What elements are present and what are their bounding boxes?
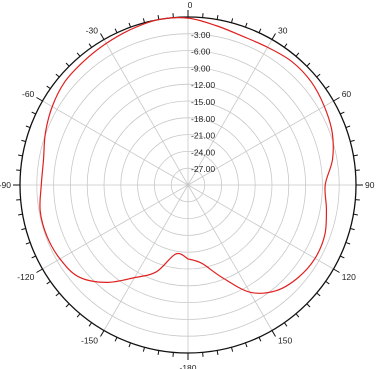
ring-label-0: -3.00: [191, 30, 211, 40]
ring-label-8: -27.00: [191, 164, 215, 174]
angle-tick-310: [55, 73, 60, 78]
angle-label-6: -180: [179, 363, 196, 369]
angle-tick-280: [18, 154, 23, 157]
angle-label-9: -90: [0, 180, 11, 190]
angle-tick-245: [31, 255, 36, 259]
angle-tick-145: [283, 322, 288, 327]
series-layer: [39, 17, 334, 294]
angle-tick-215: [88, 322, 93, 327]
angle-label-5: 150: [278, 336, 292, 346]
ring-label-4: -15.00: [191, 97, 215, 107]
angle-tick-55: [325, 85, 330, 90]
angle-tick-20: [244, 22, 248, 28]
angle-tick-80: [353, 154, 358, 157]
angle-tick-150: [271, 330, 276, 337]
angle-tick-200: [128, 342, 132, 348]
angle-tick-340: [128, 22, 132, 28]
angle-tick-220: [76, 313, 81, 318]
angle-tick-240: [36, 268, 43, 273]
angle-label-0: 0: [188, 0, 193, 10]
angle-tick-60: [333, 97, 340, 102]
angle-tick-140: [295, 313, 300, 318]
angle-label-10: -60: [22, 89, 35, 99]
angle-tick-160: [244, 342, 248, 348]
grid-spokes: [20, 17, 356, 353]
angle-tick-10: [216, 15, 219, 20]
ring-label-1: -6.00: [191, 47, 211, 57]
series-line-0: [39, 17, 334, 294]
angle-label-8: -120: [17, 272, 34, 282]
angle-tick-120: [333, 268, 340, 273]
angle-label-11: -30: [86, 25, 99, 35]
angle-tick-125: [325, 280, 330, 285]
angle-tick-50: [316, 73, 321, 78]
angle-tick-330: [100, 33, 105, 40]
angle-tick-70: [345, 125, 351, 129]
angle-tick-350: [157, 15, 160, 20]
angle-tick-195: [142, 347, 146, 352]
angle-tick-320: [76, 52, 81, 57]
angle-tick-30: [271, 33, 276, 40]
angle-tick-165: [230, 347, 234, 352]
ring-label-2: -9.00: [191, 63, 211, 73]
angle-tick-225: [65, 303, 70, 308]
angle-label-2: 60: [342, 89, 352, 99]
grid-spoke-120: [187, 184, 334, 270]
ring-label-7: -24.00: [191, 147, 215, 157]
grid-spoke-240: [42, 184, 189, 270]
angle-tick-235: [46, 280, 51, 285]
angle-tick-110: [345, 241, 351, 245]
angle-tick-285: [21, 139, 26, 143]
angle-label-4: 120: [342, 272, 356, 282]
angle-tick-305: [46, 85, 51, 90]
grid-spoke-30: [187, 39, 273, 186]
angle-tick-155: [258, 337, 262, 342]
angle-tick-100: [353, 213, 358, 216]
angle-tick-25: [258, 28, 262, 33]
angle-tick-255: [21, 227, 26, 231]
ring-labels: -3.00 -6.00 -9.00 -12.00 -15.00 -18.00 -21.00 -…: [191, 30, 215, 174]
angle-tick-135: [306, 303, 311, 308]
angle-tick-345: [142, 18, 146, 23]
angle-tick-260: [18, 213, 23, 216]
grid-spoke-150: [187, 184, 273, 331]
angle-tick-250: [25, 241, 31, 245]
angle-tick-295: [31, 111, 36, 115]
angle-label-1: 30: [278, 25, 288, 35]
ring-label-5: -18.00: [191, 114, 215, 124]
angle-tick-300: [36, 97, 43, 102]
angle-tick-190: [157, 350, 160, 355]
angle-tick-335: [114, 28, 118, 33]
angle-tick-130: [316, 292, 321, 297]
angle-tick-325: [88, 43, 93, 48]
grid-spoke-210: [103, 184, 189, 331]
grid-spoke-330: [103, 39, 189, 186]
ring-label-6: -21.00: [191, 131, 215, 141]
angle-tick-45: [306, 62, 311, 67]
angle-tick-105: [350, 227, 355, 231]
angle-tick-290: [25, 125, 31, 129]
grid-spoke-60: [187, 100, 334, 186]
angle-tick-315: [65, 62, 70, 67]
angle-label-7: -150: [81, 336, 98, 346]
angle-tick-205: [114, 337, 118, 342]
angle-ticks: [13, 10, 363, 360]
angle-tick-210: [100, 330, 105, 337]
angle-tick-15: [230, 18, 234, 23]
ring-label-3: -12.00: [191, 80, 215, 90]
angle-label-3: 90: [365, 180, 375, 190]
angle-tick-230: [55, 292, 60, 297]
angle-tick-115: [340, 255, 345, 259]
angle-tick-65: [340, 111, 345, 115]
angle-tick-35: [283, 43, 288, 48]
grid-spoke-300: [42, 100, 189, 186]
angle-tick-170: [216, 350, 219, 355]
angle-tick-40: [295, 52, 300, 57]
angle-tick-75: [350, 139, 355, 143]
